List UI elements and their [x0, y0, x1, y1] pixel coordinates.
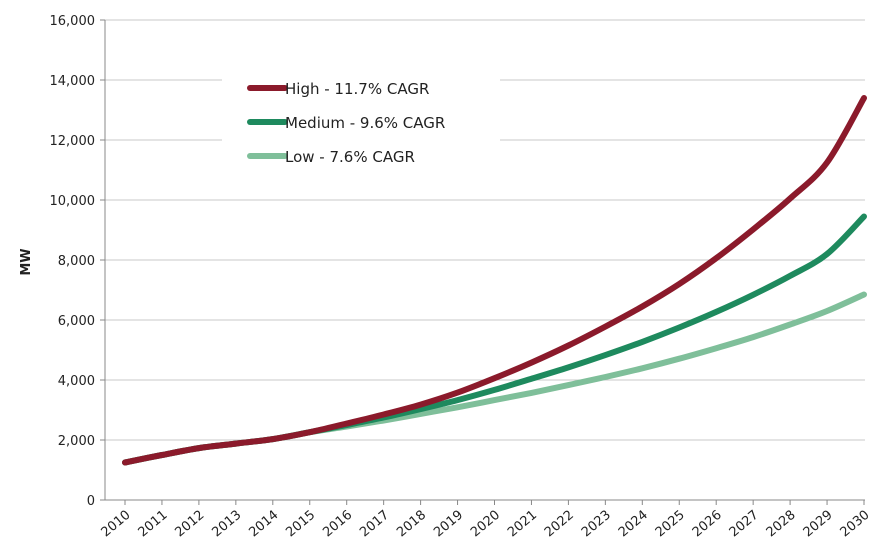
x-tick-label: 2018: [394, 508, 429, 541]
x-tick-label: 2024: [616, 508, 651, 541]
x-tick-label: 2011: [136, 508, 171, 541]
x-tick-label: 2027: [727, 508, 762, 541]
series-lines: [122, 95, 867, 466]
x-tick-label: 2012: [172, 508, 207, 541]
y-tick-label: 4,000: [58, 374, 95, 389]
series-line: [122, 95, 867, 466]
legend-label: High - 11.7% CAGR: [285, 80, 429, 98]
x-tick-label: 2019: [431, 508, 466, 541]
y-tick-label: 2,000: [58, 434, 95, 449]
legend-label: Low - 7.6% CAGR: [285, 148, 415, 166]
y-tick-label: 0: [87, 494, 95, 509]
x-tick-label: 2013: [209, 508, 244, 541]
gridlines: [105, 19, 865, 441]
x-tick-label: 2023: [579, 508, 614, 541]
x-tick-labels: 2010 2011 2012 2013 2014 2015 2016 2017 2018 2019…: [99, 508, 873, 541]
x-tick-label: 2021: [505, 508, 540, 541]
x-tick-label: 2016: [320, 508, 355, 541]
y-tick-labels: 0 2,000 4,000 6,000 8,000 10,000 12,000 14,000 1…: [50, 14, 96, 509]
legend-label: Medium - 9.6% CAGR: [285, 114, 445, 132]
x-tick-label: 2029: [801, 508, 836, 541]
x-tick-label: 2030: [838, 508, 873, 541]
x-tick-label: 2010: [99, 508, 134, 541]
y-axis-label: MW: [19, 248, 34, 275]
x-tick-label: 2020: [468, 508, 503, 541]
y-tick-label: 8,000: [58, 254, 95, 269]
x-tick-label: 2028: [764, 508, 799, 541]
x-tick-label: 2022: [542, 508, 577, 541]
legend: High - 11.7% CAGR Medium - 9.6% CAGR Low -…: [247, 80, 445, 166]
x-tick-label: 2026: [690, 508, 725, 541]
y-tick-label: 10,000: [50, 194, 96, 209]
y-tick-label: 14,000: [50, 74, 96, 89]
y-tick-label: 6,000: [58, 314, 95, 329]
y-tick-label: 12,000: [50, 134, 96, 149]
x-tick-label: 2017: [357, 508, 392, 541]
x-tick-label: 2015: [283, 508, 318, 541]
x-tick-label: 2014: [246, 508, 281, 541]
y-tick-label: 16,000: [50, 14, 96, 29]
x-tick-label: 2025: [653, 508, 688, 541]
axes: [100, 19, 865, 505]
